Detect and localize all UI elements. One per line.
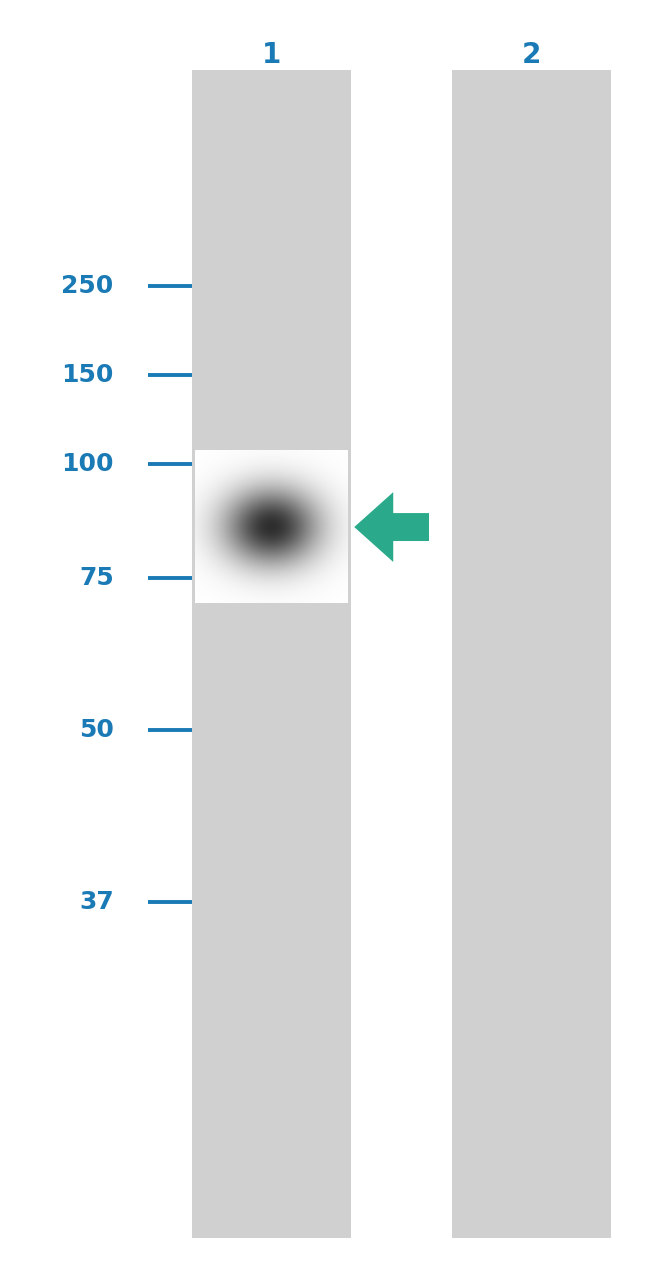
Bar [452, 70, 611, 1238]
Text: 75: 75 [79, 566, 114, 589]
Text: 50: 50 [79, 719, 114, 742]
Text: 100: 100 [61, 452, 114, 475]
Text: 37: 37 [79, 890, 114, 913]
Text: 250: 250 [62, 274, 114, 297]
Text: 150: 150 [61, 363, 114, 386]
Bar [192, 70, 351, 1238]
Text: 1: 1 [262, 41, 281, 69]
Text: 2: 2 [522, 41, 541, 69]
FancyArrow shape [354, 491, 429, 561]
